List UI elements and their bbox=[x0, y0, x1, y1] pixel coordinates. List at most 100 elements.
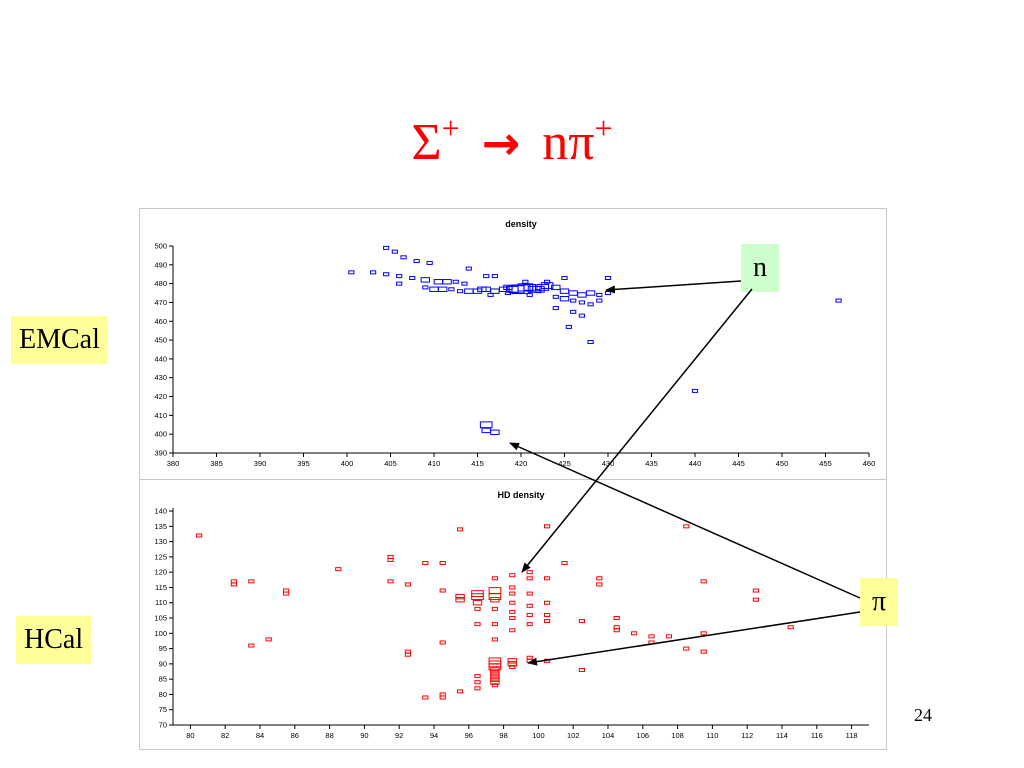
data-point bbox=[265, 637, 272, 642]
y-tick-label: 75 bbox=[159, 705, 167, 714]
pion-callout: π bbox=[860, 578, 899, 626]
y-tick-label: 400 bbox=[154, 430, 167, 439]
data-point bbox=[613, 616, 620, 621]
data-point bbox=[448, 287, 455, 292]
data-point bbox=[474, 674, 481, 679]
data-point bbox=[577, 292, 587, 298]
data-point bbox=[491, 606, 498, 611]
data-point bbox=[587, 339, 594, 344]
data-point bbox=[578, 619, 585, 624]
x-tick-label: 420 bbox=[515, 459, 528, 468]
y-tick-label: 100 bbox=[154, 629, 167, 638]
data-point bbox=[474, 606, 481, 611]
data-point bbox=[400, 255, 407, 260]
x-tick-label: 86 bbox=[291, 731, 299, 740]
x-tick-label: 110 bbox=[706, 731, 718, 740]
data-point bbox=[526, 292, 533, 297]
data-point bbox=[283, 588, 290, 593]
data-point bbox=[248, 643, 255, 648]
data-point bbox=[509, 616, 516, 621]
y-tick-label: 115 bbox=[155, 583, 167, 592]
data-point bbox=[248, 579, 255, 584]
y-tick-label: 450 bbox=[154, 336, 167, 345]
data-point bbox=[752, 597, 759, 602]
data-point bbox=[570, 309, 577, 314]
data-point bbox=[404, 582, 411, 587]
y-tick-label: 95 bbox=[159, 644, 167, 653]
data-point bbox=[438, 286, 448, 292]
x-tick-label: 410 bbox=[428, 459, 441, 468]
data-point bbox=[457, 527, 464, 532]
data-point bbox=[471, 593, 484, 601]
data-point bbox=[452, 279, 459, 284]
sigma-symbol: Σ bbox=[411, 114, 442, 171]
data-point bbox=[422, 285, 429, 290]
y-tick-label: 500 bbox=[154, 242, 167, 251]
data-point bbox=[526, 612, 533, 617]
data-point bbox=[420, 277, 431, 283]
x-tick-label: 430 bbox=[602, 459, 615, 468]
x-tick-label: 96 bbox=[465, 731, 473, 740]
emcal-label: EMCal bbox=[11, 316, 108, 364]
data-point bbox=[526, 576, 533, 581]
data-point bbox=[439, 561, 446, 566]
data-point bbox=[439, 692, 446, 697]
data-point bbox=[578, 313, 585, 318]
x-tick-label: 80 bbox=[186, 731, 194, 740]
data-point bbox=[587, 302, 594, 307]
chart-title: density bbox=[505, 219, 537, 229]
data-point bbox=[391, 249, 398, 254]
data-point bbox=[631, 631, 638, 636]
data-point bbox=[490, 596, 500, 603]
data-point bbox=[552, 306, 559, 311]
data-point bbox=[404, 649, 411, 654]
y-tick-label: 140 bbox=[154, 507, 167, 516]
x-tick-label: 100 bbox=[532, 731, 545, 740]
data-point bbox=[604, 275, 612, 280]
x-tick-label: 435 bbox=[645, 459, 658, 468]
data-point bbox=[487, 292, 494, 297]
data-point bbox=[507, 661, 518, 667]
data-point bbox=[387, 554, 394, 559]
y-tick-label: 490 bbox=[154, 260, 167, 269]
data-point bbox=[404, 652, 411, 657]
data-point bbox=[387, 579, 394, 584]
data-point bbox=[439, 588, 446, 593]
data-point bbox=[439, 695, 446, 700]
data-point bbox=[568, 290, 578, 296]
data-point bbox=[426, 260, 433, 265]
data-point bbox=[544, 600, 551, 605]
data-point bbox=[578, 667, 585, 672]
y-tick-label: 430 bbox=[154, 373, 167, 382]
data-point bbox=[683, 646, 690, 651]
data-point bbox=[490, 288, 500, 294]
data-point bbox=[559, 295, 570, 302]
data-point bbox=[613, 625, 620, 630]
pion-charge: + bbox=[594, 110, 613, 146]
data-point bbox=[461, 281, 468, 286]
x-tick-label: 114 bbox=[776, 731, 788, 740]
data-point bbox=[565, 324, 572, 329]
data-point bbox=[526, 570, 533, 575]
x-tick-label: 106 bbox=[637, 731, 650, 740]
data-point bbox=[578, 300, 585, 305]
data-point bbox=[526, 622, 533, 627]
x-tick-label: 108 bbox=[671, 731, 684, 740]
data-point bbox=[396, 274, 403, 279]
x-tick-label: 385 bbox=[210, 459, 223, 468]
x-tick-label: 82 bbox=[221, 731, 229, 740]
data-point bbox=[439, 640, 446, 645]
data-point bbox=[648, 634, 655, 639]
data-point bbox=[490, 429, 500, 436]
data-point bbox=[509, 600, 516, 605]
data-point bbox=[544, 524, 551, 529]
page-number: 24 bbox=[914, 705, 932, 725]
y-tick-label: 85 bbox=[159, 675, 167, 684]
x-tick-label: 88 bbox=[325, 731, 333, 740]
data-point bbox=[526, 591, 533, 596]
y-tick-label: 470 bbox=[154, 298, 167, 307]
data-point bbox=[507, 658, 518, 664]
data-point bbox=[483, 274, 490, 279]
data-point bbox=[474, 622, 481, 627]
data-point bbox=[509, 591, 516, 596]
